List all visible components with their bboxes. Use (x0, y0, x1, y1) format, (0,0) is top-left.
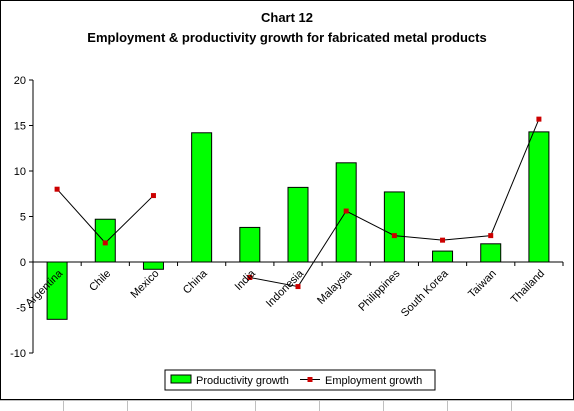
x-tick-label: China (181, 267, 210, 296)
x-tick-label: Mexico (128, 268, 161, 301)
y-tick-label: 10 (14, 166, 26, 178)
legend: Productivity growth Employment growth (164, 369, 436, 391)
x-tick-label: South Korea (399, 267, 451, 319)
bar-productivity (142, 261, 164, 270)
x-tick-label: Taiwan (466, 268, 499, 301)
bar-productivity (383, 191, 405, 263)
bar-productivity (480, 243, 502, 263)
chart-title: Chart 12 (260, 10, 314, 25)
productivity-bars (46, 131, 550, 320)
x-tick-label: Philippines (356, 267, 402, 313)
employment-point (102, 240, 108, 246)
employment-line (54, 116, 542, 290)
y-tick-label: 5 (20, 212, 26, 224)
bar-productivity (46, 261, 68, 320)
y-tick-label: -5 (16, 303, 26, 315)
bar-productivity (239, 226, 261, 263)
x-tick-label: Thailand (509, 268, 547, 306)
y-tick-label: 20 (14, 75, 26, 87)
y-axis: -10 -5 0 5 10 15 20 (10, 75, 564, 360)
employment-point (391, 233, 397, 239)
legend-label-productivity: Productivity growth (196, 375, 289, 387)
x-tick-label: India (233, 267, 259, 293)
x-tick-label: Chile (87, 268, 113, 294)
employment-point (488, 233, 494, 239)
legend-label-employment: Employment growth (325, 375, 422, 387)
chart-subtitle: Employment & productivity growth for fab… (87, 30, 487, 45)
chart-frame (0, 0, 574, 400)
employment-point (150, 193, 156, 199)
bar-productivity (528, 131, 550, 263)
bar-productivity (287, 186, 309, 263)
bar-productivity (191, 132, 213, 263)
x-tick-label: Malaysia (315, 267, 355, 307)
y-tick-label: 0 (20, 257, 26, 269)
employment-point (247, 274, 253, 280)
x-axis-labels: Argentina Chile Mexico China India Indonesia M… (23, 267, 547, 319)
y-tick-label: 15 (14, 121, 26, 133)
employment-point (536, 116, 542, 122)
legend-swatch-employment-marker (307, 377, 313, 382)
employment-point (295, 284, 301, 290)
legend-swatch-productivity (170, 374, 192, 384)
bar-productivity (432, 250, 454, 263)
employment-point (343, 208, 349, 214)
spreadsheet-grid-strip (0, 400, 574, 411)
employment-point (440, 237, 446, 243)
employment-point (54, 186, 60, 192)
y-tick-label: -10 (10, 348, 26, 360)
